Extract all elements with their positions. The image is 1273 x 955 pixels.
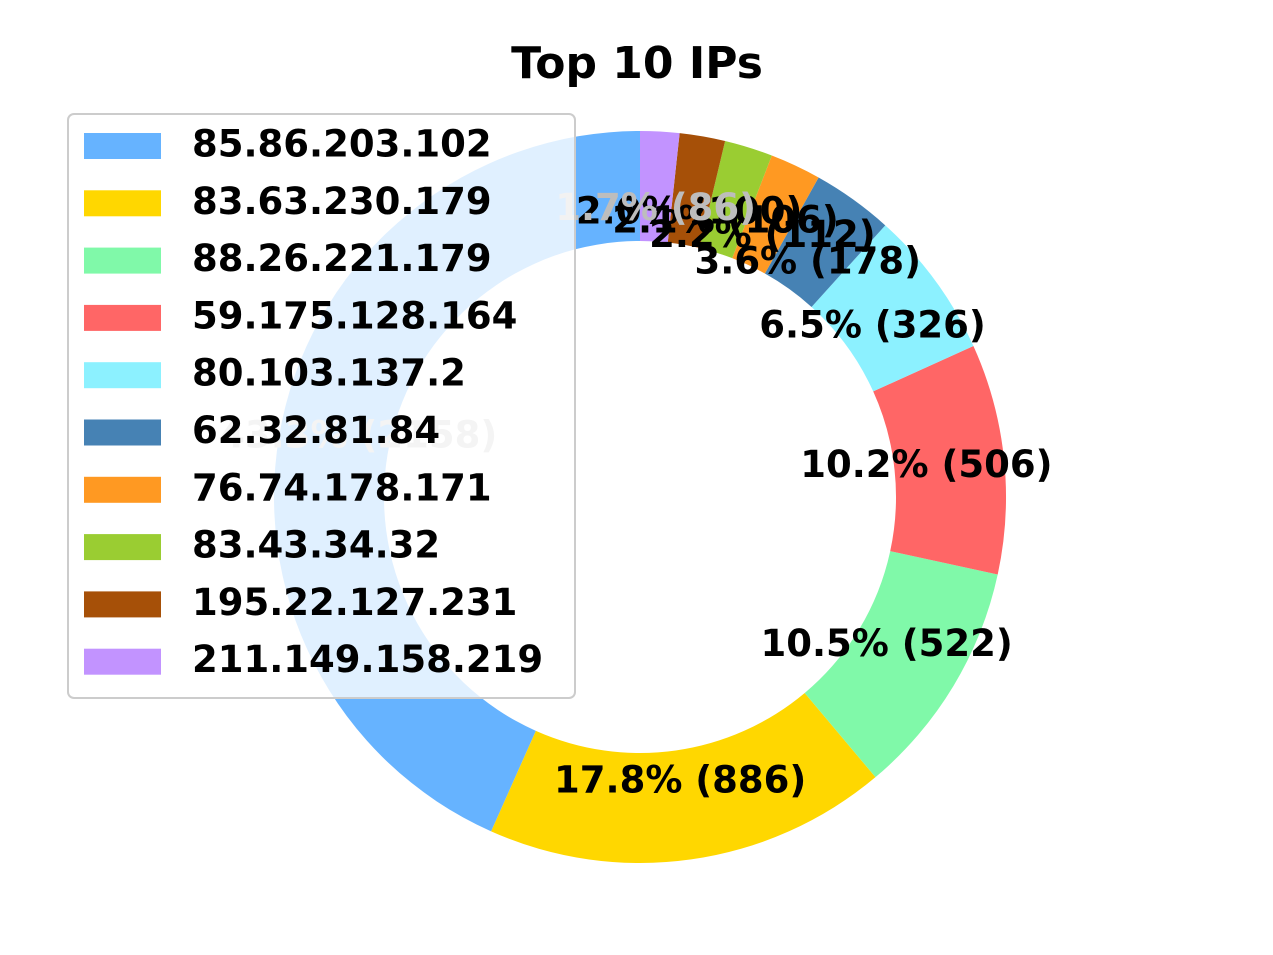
- legend-label-3: 88.26.221.179: [192, 237, 492, 280]
- chart-title: Top 10 IPs: [511, 38, 763, 89]
- percentage-label-5: 6.5% (326): [759, 304, 986, 347]
- percentage-label-3: 10.5% (522): [760, 622, 1012, 665]
- legend-label-10: 211.149.158.219: [192, 638, 543, 681]
- legend-swatch-7: [84, 476, 161, 503]
- legend-label-1: 85.86.203.102: [192, 123, 492, 166]
- legend-swatch-10: [84, 648, 161, 675]
- percentage-label-8: 2.1% (106): [612, 198, 839, 241]
- legend-swatch-5: [84, 362, 161, 389]
- legend-swatch-2: [84, 190, 161, 217]
- percentage-label-2: 17.8% (886): [554, 759, 806, 802]
- percentage-label-4: 10.2% (506): [800, 443, 1052, 486]
- wedge-4: [873, 346, 1006, 575]
- legend-label-2: 83.63.230.179: [192, 180, 492, 223]
- wedge-6: [764, 177, 886, 307]
- legend-label-5: 80.103.137.2: [192, 352, 466, 395]
- percentage-label-10: 1.7% (86): [555, 186, 756, 229]
- legend-swatch-6: [84, 419, 161, 446]
- wedge-7: [732, 155, 819, 274]
- legend-swatch-9: [84, 591, 161, 618]
- wedge-5: [811, 225, 974, 392]
- wedge-9: [667, 133, 726, 249]
- legend-swatch-8: [84, 534, 161, 561]
- legend-label-9: 195.22.127.231: [192, 581, 517, 624]
- wedge-8: [699, 141, 772, 259]
- percentage-label-9: 2.0% (100): [576, 190, 803, 233]
- legend-label-4: 59.175.128.164: [192, 294, 517, 337]
- legend-swatch-3: [84, 247, 161, 274]
- legend-frame: [67, 113, 576, 699]
- legend-label-8: 83.43.34.32: [192, 524, 440, 567]
- legend-swatch-1: [84, 133, 161, 159]
- wedge-10: [640, 131, 680, 243]
- percentage-label-6: 3.6% (178): [695, 239, 922, 282]
- percentage-label-7: 2.2% (112): [649, 213, 876, 256]
- wedge-2: [491, 692, 876, 863]
- legend-label-7: 76.74.178.171: [192, 466, 492, 509]
- wedge-3: [804, 551, 998, 778]
- legend-items: 85.86.203.102 83.63.230.179 88.26.221.179 5…: [84, 123, 543, 681]
- legend-label-6: 62.32.81.84: [192, 409, 440, 452]
- legend: 85.86.203.102 83.63.230.179 88.26.221.179 5…: [67, 113, 576, 699]
- legend-swatch-4: [84, 304, 161, 331]
